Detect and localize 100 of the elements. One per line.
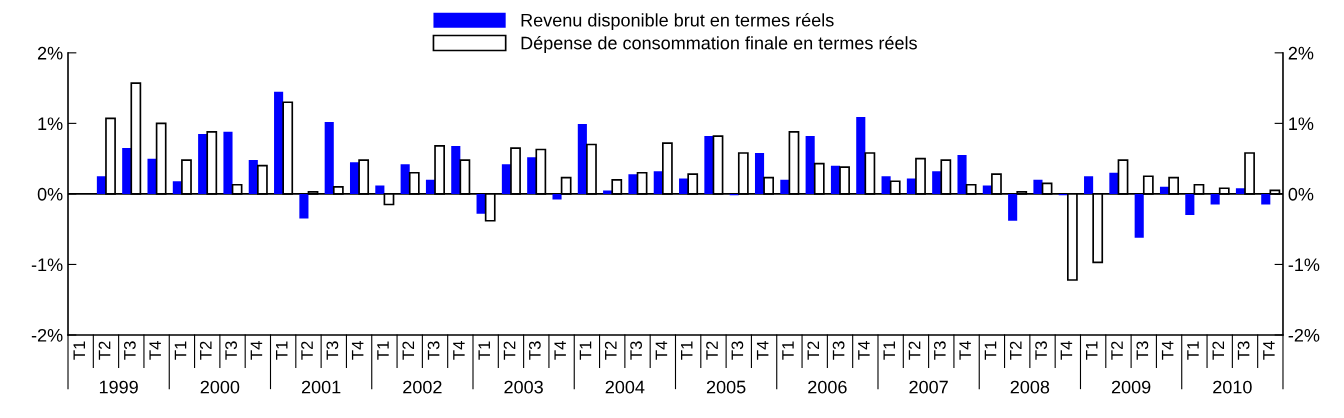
bar [881, 176, 891, 194]
bar [172, 181, 182, 194]
x-tick-label: T2 [706, 341, 718, 360]
x-tick-label: T4 [149, 341, 161, 360]
y-tick-label: -2% [31, 328, 63, 342]
y2-tick-label: 2% [1288, 46, 1314, 60]
x-tick-label: T2 [1009, 341, 1022, 360]
bar [856, 117, 866, 194]
text: 2009 [1111, 380, 1151, 394]
text: 2000 [200, 380, 240, 394]
x-tick-label: T3 [933, 341, 946, 360]
x-tick-label: T4 [959, 341, 971, 360]
y-tick-label: -1% [31, 258, 63, 272]
x-tick-label: T4 [1263, 341, 1275, 360]
bar [324, 121, 334, 194]
y-tick-label: 2% [37, 46, 63, 60]
x-tick-label: T3 [1136, 341, 1149, 360]
x-tick-label: T3 [630, 341, 642, 360]
x-tick-label: T2 [908, 341, 921, 360]
bar [375, 185, 385, 194]
text: 2008 [1010, 380, 1050, 394]
x-tick-label: T2 [807, 341, 820, 360]
bar [1109, 172, 1119, 194]
x-tick-label: T2 [1111, 341, 1123, 360]
x-tick-label: T2 [301, 341, 313, 360]
x-tick-label: T2 [604, 341, 617, 360]
x-tick-label: T2 [199, 341, 212, 360]
bar [805, 136, 815, 194]
x-tick-label: T4 [1060, 341, 1073, 360]
x-tick-label: T4 [1161, 341, 1174, 360]
x-tick-label: T1 [73, 341, 85, 360]
x-tick-label: T4 [351, 341, 364, 360]
bar [780, 179, 790, 194]
bar [299, 193, 309, 219]
x-tick-label: T1 [377, 341, 389, 360]
bar [400, 164, 410, 194]
x-tick-label: T1 [680, 341, 693, 360]
x-tick-label: T1 [1085, 341, 1098, 360]
text: 2004 [605, 380, 645, 394]
x-tick-label: T1 [579, 341, 592, 360]
bar [147, 158, 157, 194]
bar [577, 124, 587, 194]
bar [603, 190, 613, 194]
x-tick-label: T4 [554, 341, 566, 360]
x-tick-label: T1 [174, 341, 187, 360]
bar [679, 178, 689, 194]
x-tick-label: T4 [250, 341, 263, 360]
x-tick-label: T3 [832, 341, 845, 360]
x-tick-label: T4 [756, 341, 769, 360]
bar [1134, 193, 1144, 238]
bar [1008, 193, 1018, 221]
bar [957, 155, 967, 194]
bar [704, 136, 714, 194]
x-tick-label: T3 [1237, 341, 1250, 360]
x-tick-label: T1 [276, 341, 288, 360]
bar [628, 174, 638, 194]
x-tick-label: T3 [123, 341, 136, 360]
bar [451, 145, 461, 194]
bar [1033, 179, 1043, 194]
x-tick-label: T1 [782, 341, 794, 360]
text: 2007 [909, 380, 948, 394]
bar [1261, 193, 1271, 205]
x-tick-label: T3 [427, 341, 440, 360]
bar [1185, 193, 1195, 216]
bar [1084, 176, 1094, 194]
x-tick-label: T1 [478, 341, 490, 360]
x-tick-label: T2 [1212, 341, 1225, 360]
bar [248, 160, 258, 194]
text: 2010 [1213, 380, 1252, 394]
text: 1999 [99, 380, 138, 394]
x-tick-label: T4 [453, 341, 465, 360]
bar [223, 131, 233, 194]
x-tick-label: T3 [1035, 341, 1047, 360]
text: 2003 [504, 380, 543, 394]
legend-label: Revenu disponible brut en termes réels [521, 13, 834, 31]
x-tick-label: T1 [984, 341, 997, 360]
bar [1210, 193, 1220, 205]
y-tick-label: 1% [38, 117, 63, 131]
bar [754, 153, 765, 194]
x-tick-label: T2 [98, 341, 111, 360]
y2-tick-label: 1% [1289, 117, 1314, 131]
x-tick-label: T3 [731, 341, 744, 360]
text: 2005 [706, 380, 746, 394]
bar [982, 185, 992, 194]
legend-label: Dépense de consommation finale en termes réels [521, 35, 917, 54]
x-tick-label: T3 [528, 341, 541, 360]
text: 2001 [301, 380, 341, 394]
bar [552, 193, 562, 200]
x-tick-label: T4 [655, 341, 668, 360]
y-tick-label: 0% [37, 187, 63, 201]
y2-tick-label: 0% [1288, 187, 1314, 201]
text: 2002 [403, 380, 442, 394]
y2-tick-label: -2% [1288, 328, 1320, 342]
x-tick-label: T2 [402, 341, 415, 360]
x-tick-label: T1 [1187, 341, 1199, 360]
x-tick-label: T3 [225, 341, 238, 360]
x-tick-label: T2 [503, 341, 516, 360]
text: 2006 [808, 380, 847, 394]
y2-tick-label: -1% [1288, 258, 1320, 272]
x-tick-label: T1 [883, 341, 895, 360]
